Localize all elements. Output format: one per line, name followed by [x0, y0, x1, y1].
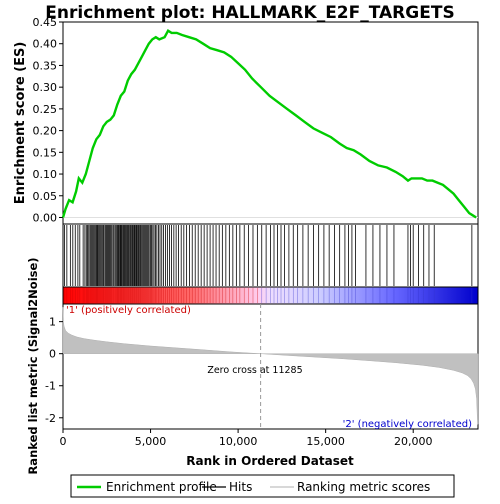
- es-panel: 0.00 0.05 0.10 0.15 0.20 0.25 0.30 0.35 0.40 0.45…: [13, 16, 479, 225]
- rank-x-tick-label: 20,000: [394, 435, 433, 448]
- rank-x-tick-label: 10,000: [219, 435, 258, 448]
- es-y-tick-label: 0.00: [33, 211, 58, 224]
- color-bar-stripes: [64, 288, 473, 303]
- legend-label-enrichment: Enrichment profile: [106, 480, 217, 494]
- es-y-tick-label: 0.05: [33, 190, 58, 203]
- rank-metric-panel: -2 -1 0 1 0 5,000 10,000 15,000 20,000 Zero cro…: [26, 257, 479, 475]
- rank-x-tick-label: 5,000: [135, 435, 167, 448]
- rank-y-tick-label: 1: [49, 316, 56, 329]
- legend-label-ranking: Ranking metric scores: [297, 480, 430, 494]
- rank-x-axis-label: Rank in Ordered Dataset: [186, 454, 354, 468]
- es-y-tick-label: 0.10: [33, 168, 58, 181]
- es-y-axis-label: Enrichment score (ES): [13, 42, 28, 205]
- rank-y-tick-label: -2: [45, 412, 56, 425]
- enrichment-profile-line: [61, 29, 477, 219]
- rank-x-tick-label: 0: [60, 435, 67, 448]
- rank-panel-frame: [62, 303, 479, 430]
- es-y-tick-label: 0.25: [33, 103, 58, 116]
- color-bar: [62, 286, 479, 305]
- legend-frame: [70, 474, 455, 498]
- rank-y-tick-label: 0: [49, 348, 56, 361]
- rank-y-axis-label: Ranked list metric (Signal2Noise): [26, 257, 40, 474]
- ranking-metric-area: [62, 307, 479, 425]
- es-y-tick-label: 0.20: [33, 125, 58, 138]
- es-y-tick-label: 0.30: [33, 81, 58, 94]
- positive-correlation-label: '1' (positively correlated): [66, 305, 191, 316]
- hits-ticks: [64, 225, 473, 286]
- chart-title: Enrichment plot: HALLMARK_E2F_TARGETS: [45, 3, 454, 23]
- es-y-ticks: 0.00 0.05 0.10 0.15 0.20 0.25 0.30 0.35 0.40 0.45: [33, 16, 63, 224]
- legend: Enrichment profile Hits Ranking metric s…: [70, 474, 455, 498]
- es-y-tick-label: 0.35: [33, 59, 58, 72]
- negative-correlation-label: '2' (negatively correlated): [343, 419, 472, 430]
- hits-panel: [62, 223, 479, 288]
- rank-y-tick-label: -1: [45, 380, 56, 393]
- zero-cross-label: Zero cross at 11285: [207, 365, 302, 376]
- es-panel-frame: [62, 21, 479, 225]
- es-y-tick-label: 0.45: [33, 16, 58, 29]
- es-y-tick-label: 0.15: [33, 146, 58, 159]
- es-y-tick-label: 0.40: [33, 38, 58, 51]
- rank-x-tick-label: 15,000: [306, 435, 345, 448]
- rank-y-ticks: -2 -1 0 1: [45, 316, 63, 425]
- legend-label-hits: Hits: [229, 480, 252, 494]
- rank-x-ticks: 0 5,000 10,000 15,000 20,000: [60, 429, 433, 448]
